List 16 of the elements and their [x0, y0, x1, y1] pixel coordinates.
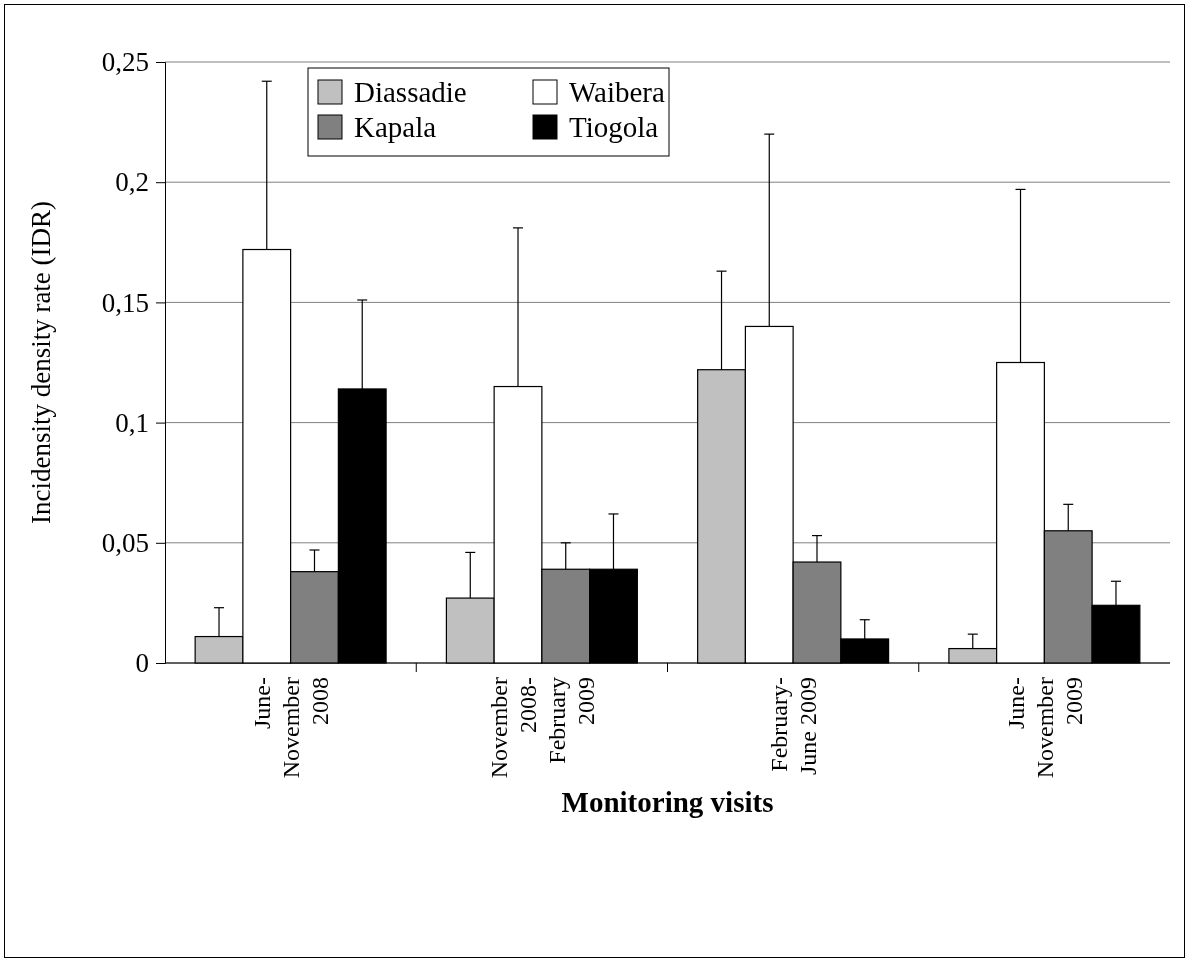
y-tick-label: 0 [135, 648, 149, 679]
y-axis-title: Incidensity density rate (IDR) [26, 200, 56, 525]
legend-label: Waibera [569, 76, 666, 108]
x-tick-label: November 2008-February 2009 [485, 676, 599, 779]
y-tick-label: 0,25 [101, 47, 149, 78]
legend-label: Diassadie [354, 76, 467, 108]
x-tick-label: June-November 2008 [249, 676, 334, 779]
legend-label: Tiogola [569, 111, 659, 143]
x-tick-label: February-June 2009 [766, 677, 822, 775]
y-tick-label: 0,05 [101, 527, 149, 558]
x-axis-title: Monitoring visits [561, 786, 774, 818]
x-tick-label: June-November 2009 [1002, 676, 1087, 779]
legend-label: Kapala [354, 111, 437, 143]
y-tick-label: 0,1 [115, 407, 149, 438]
y-tick-label: 0,2 [115, 167, 149, 198]
y-tick-label: 0,15 [101, 287, 149, 318]
